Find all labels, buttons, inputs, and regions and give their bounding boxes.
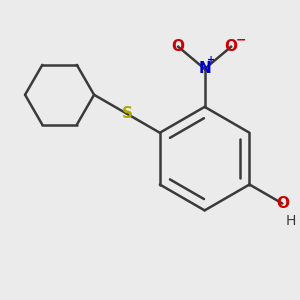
Text: +: + <box>208 55 216 65</box>
Text: H: H <box>286 214 296 228</box>
Text: N: N <box>198 61 211 76</box>
Text: −: − <box>236 33 247 46</box>
Text: O: O <box>276 196 289 211</box>
Text: O: O <box>225 39 238 54</box>
Text: S: S <box>122 106 132 121</box>
Text: O: O <box>172 39 185 54</box>
